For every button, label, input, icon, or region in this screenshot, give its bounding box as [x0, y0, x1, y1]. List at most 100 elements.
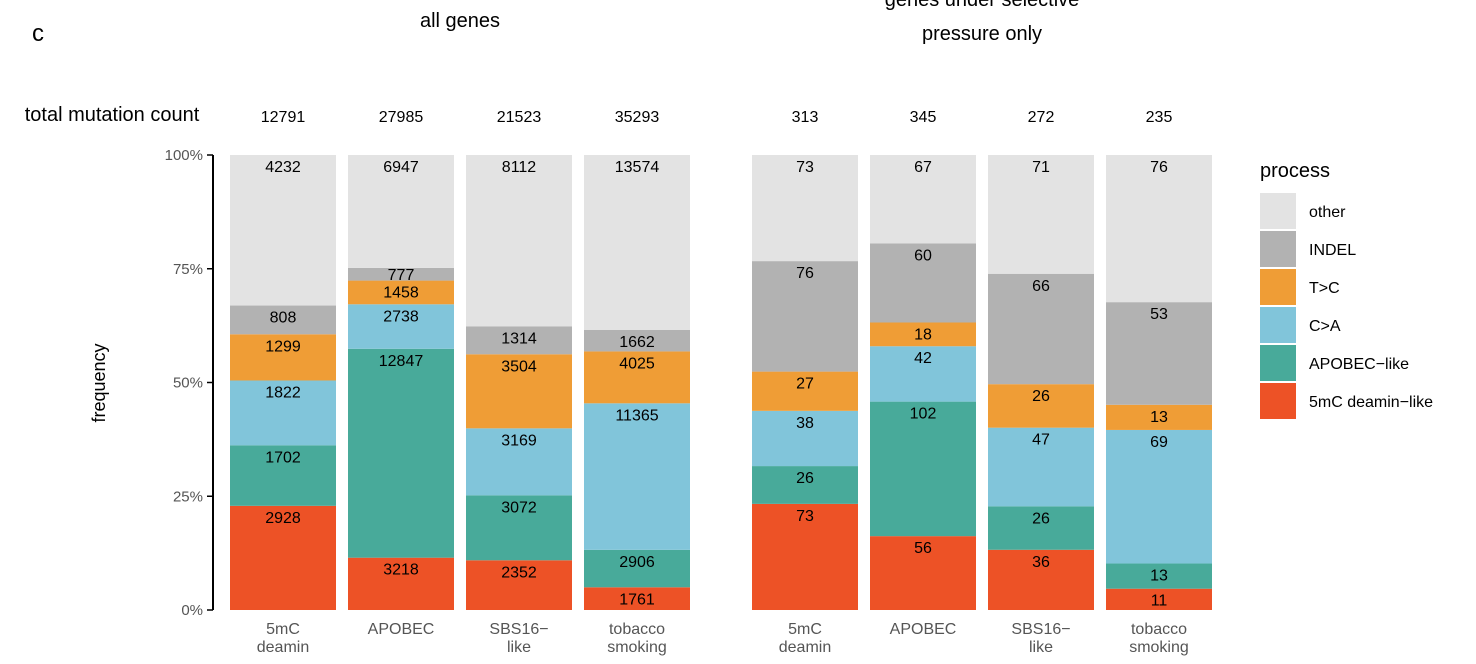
category-label: tobacco — [1131, 621, 1187, 638]
bar-segment — [230, 445, 336, 506]
data-label: 1761 — [619, 591, 655, 608]
category-label: deamin — [779, 639, 831, 656]
bar-segment — [1106, 563, 1212, 589]
bar-segment — [584, 351, 690, 404]
legend-label: INDEL — [1309, 242, 1356, 259]
total-count-label: 27985 — [379, 109, 424, 126]
panels: all genes 12791 2928 1702 1822 1299 808 4232 5mC… — [230, 0, 1212, 656]
bar-segment — [1106, 302, 1212, 405]
data-label: 8112 — [502, 159, 537, 176]
data-label: 3169 — [501, 432, 537, 449]
data-label: 1822 — [265, 384, 301, 401]
category-label: 5mC — [266, 621, 300, 638]
bar-segment — [752, 371, 858, 411]
bar-segment — [584, 587, 690, 610]
bar-segment — [1106, 588, 1212, 610]
data-label: 6947 — [383, 159, 419, 176]
total-count-label: 21523 — [497, 109, 542, 126]
data-label: 11 — [1151, 593, 1168, 610]
y-axis: 0% 25% 50% 75% 100% — [165, 147, 214, 619]
bar-segment — [230, 155, 336, 306]
data-label: 73 — [796, 508, 814, 525]
data-label: 102 — [910, 406, 937, 423]
legend-label: T>C — [1309, 280, 1340, 297]
data-label: 13 — [1150, 568, 1168, 585]
data-label: 1299 — [265, 338, 301, 355]
bar-segment — [348, 280, 454, 305]
data-label: 13 — [1150, 409, 1168, 426]
bar-segment — [988, 273, 1094, 385]
total-count-label: 12791 — [261, 109, 306, 126]
category-label: SBS16− — [1011, 621, 1070, 638]
data-label: 4232 — [265, 159, 301, 176]
legend-label: C>A — [1309, 318, 1341, 335]
data-label: 1458 — [383, 285, 419, 302]
data-label: 27 — [796, 376, 814, 393]
category-label: smoking — [1129, 639, 1189, 656]
data-label: 4025 — [619, 355, 655, 372]
legend-swatch — [1260, 383, 1296, 419]
bar-segment — [752, 261, 858, 372]
category-label: tobacco — [609, 621, 665, 638]
data-label: 76 — [1150, 159, 1168, 176]
data-label: 53 — [1150, 306, 1168, 323]
category-label: APOBEC — [368, 621, 435, 638]
legend-swatch — [1260, 307, 1296, 343]
data-label: 808 — [270, 310, 297, 327]
category-label: smoking — [607, 639, 667, 656]
category-label: SBS16− — [489, 621, 548, 638]
bar-segment — [870, 401, 976, 537]
category-label: like — [507, 639, 531, 656]
data-label: 69 — [1150, 434, 1168, 451]
bar-segment — [466, 428, 572, 496]
data-label: 13574 — [615, 159, 660, 176]
bar-segment — [1106, 155, 1212, 303]
bar-segment — [466, 155, 572, 327]
y-tick-label: 25% — [173, 488, 203, 505]
data-label: 38 — [796, 415, 814, 432]
legend-title: process — [1260, 160, 1330, 182]
data-label: 1702 — [265, 449, 301, 466]
total-count-label: 35293 — [615, 109, 660, 126]
bar-segment — [348, 267, 454, 281]
total-count-label: 345 — [910, 109, 937, 126]
bar-segment — [988, 427, 1094, 507]
panel-label: c — [32, 20, 44, 47]
bar-segment — [230, 505, 336, 610]
panel-title: pressure only — [922, 23, 1042, 45]
category-label: APOBEC — [890, 621, 957, 638]
data-label: 777 — [388, 267, 415, 284]
y-axis-title: frequency — [89, 343, 109, 422]
panel-2: genes under selective pressure only 313 73 2… — [752, 0, 1212, 656]
data-label: 36 — [1032, 554, 1050, 571]
data-label: 47 — [1032, 432, 1050, 449]
data-label: 56 — [914, 540, 932, 557]
bar-segment — [752, 155, 858, 262]
bar-segment — [752, 503, 858, 610]
bar-segment — [584, 329, 690, 352]
bar-segment — [988, 506, 1094, 550]
data-label: 18 — [914, 326, 932, 343]
bar-segment — [348, 348, 454, 558]
category-label: like — [1029, 639, 1053, 656]
total-count-label: 235 — [1146, 109, 1173, 126]
bar-segment — [584, 403, 690, 550]
bar-segment — [230, 334, 336, 381]
bar-segment — [466, 560, 572, 610]
legend-swatch — [1260, 269, 1296, 305]
data-label: 2352 — [501, 564, 537, 581]
bar-segment — [584, 155, 690, 330]
data-label: 67 — [914, 159, 932, 176]
data-label: 1662 — [619, 334, 655, 351]
bar-group: 21523 2352 3072 3169 3504 1314 8112 SBS16−like — [466, 109, 572, 656]
data-label: 66 — [1032, 278, 1050, 295]
bar-segment — [584, 549, 690, 588]
category-label: 5mC — [788, 621, 822, 638]
data-label: 1314 — [501, 330, 537, 347]
data-label: 2906 — [619, 554, 655, 571]
bar-segment — [870, 346, 976, 402]
